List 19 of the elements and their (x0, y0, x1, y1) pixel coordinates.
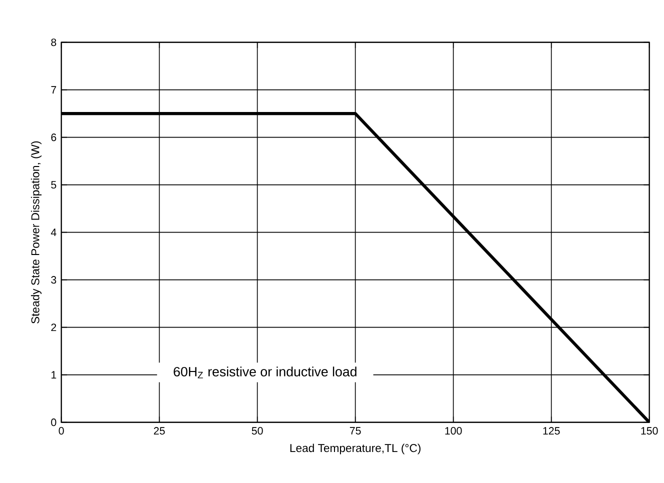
y-tick-label: 2 (51, 324, 56, 332)
x-axis-title: Lead Temperature,TL (°C) (290, 444, 420, 454)
y-tick-label: 4 (50, 228, 56, 236)
x-tick-label: 150 (641, 427, 658, 435)
x-tick-label: 125 (543, 427, 560, 435)
x-tick-label: 75 (350, 427, 361, 434)
y-tick-label: 5 (51, 181, 56, 189)
x-tick-label: 50 (252, 427, 263, 435)
y-tick-label: 3 (51, 276, 56, 284)
x-tick-label: 25 (154, 427, 165, 435)
y-tick-label: 1 (52, 371, 56, 379)
y-axis-title: Steady State Power Dissipation, (W) (30, 141, 42, 324)
x-tick-label: 100 (445, 427, 462, 435)
annotation: 60H$_{Z}$ resistive or inductive load (174, 366, 356, 378)
x-tick-label: 0 (58, 427, 64, 435)
y-tick-label: 0 (51, 418, 56, 426)
y-tick-label: 7 (51, 86, 56, 94)
y-tick-label: 8 (51, 38, 56, 46)
y-tick-label: 6 (51, 134, 56, 142)
